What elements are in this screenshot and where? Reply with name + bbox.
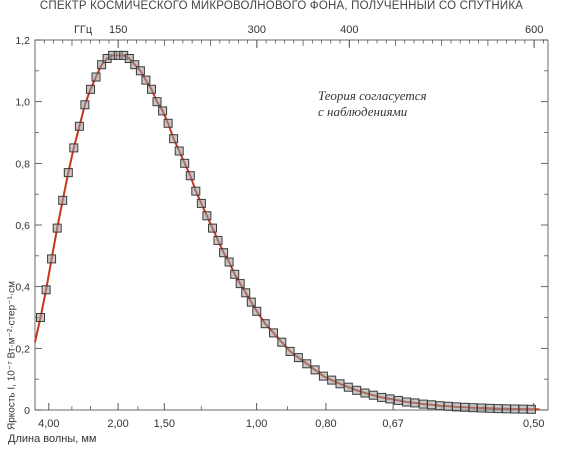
data-point: [41, 285, 51, 295]
data-point: [393, 395, 403, 405]
data-point: [460, 402, 470, 412]
data-point: [213, 235, 223, 245]
data-point: [86, 84, 95, 94]
data-point: [130, 60, 140, 70]
data-point: [58, 195, 68, 205]
data-point: [435, 401, 445, 411]
data-point: [410, 398, 420, 408]
data-point: [230, 269, 240, 279]
y-tick-label: 0,4: [15, 282, 30, 294]
bottom-tick-label: 0,67: [382, 418, 403, 430]
data-point: [493, 404, 503, 414]
data-point: [174, 146, 184, 156]
y-tick-label: 0,6: [15, 220, 30, 232]
data-point: [427, 400, 436, 410]
data-point: [368, 390, 378, 400]
data-point: [310, 365, 320, 375]
data-point: [91, 72, 101, 82]
data-point: [318, 371, 328, 381]
data-point: [163, 118, 173, 128]
data-point: [476, 403, 486, 413]
data-point: [443, 401, 453, 411]
data-point: [269, 328, 278, 338]
data-point: [36, 313, 45, 322]
bottom-tick-label: 1,00: [246, 418, 267, 430]
data-point: [402, 397, 412, 407]
top-axis-unit: ГГц: [74, 24, 93, 36]
x-axis-label: Длина волны, мм: [8, 433, 97, 445]
data-point: [277, 337, 287, 347]
data-point: [135, 66, 145, 76]
data-point: [260, 319, 270, 329]
data-point: [252, 306, 262, 316]
y-tick-label: 0,2: [15, 343, 30, 355]
data-point: [518, 404, 528, 414]
top-tick-label: 150: [109, 24, 127, 36]
data-point: [302, 359, 312, 369]
data-point: [180, 158, 190, 168]
top-tick-label: 300: [248, 24, 266, 36]
data-point: [69, 143, 79, 153]
data-point: [501, 404, 511, 414]
data-point: [74, 121, 84, 131]
data-point: [185, 171, 195, 181]
y-axis-label: Яркость I, 10⁻⁷ Вт·м⁻²·стер⁻¹·см: [6, 281, 18, 430]
bottom-tick-label: 2,00: [107, 418, 128, 430]
annotation-line-1: Теория согласуется: [318, 88, 427, 103]
data-point: [97, 60, 107, 70]
data-point: [169, 134, 179, 144]
data-point: [418, 399, 428, 409]
data-point: [343, 382, 353, 392]
bottom-tick-label: 0,80: [315, 418, 336, 430]
data-point: [452, 402, 461, 412]
bottom-tick-label: 0,50: [523, 418, 544, 430]
data-point: [360, 388, 370, 398]
data-point: [485, 403, 495, 413]
data-point: [158, 106, 168, 116]
data-point: [152, 97, 162, 107]
y-tick-label: 1,2: [15, 35, 30, 47]
data-point: [510, 404, 520, 414]
data-point: [335, 379, 345, 389]
data-point: [47, 254, 57, 264]
data-point: [224, 257, 234, 267]
y-tick-label: 0: [24, 405, 30, 417]
top-tick-label: 400: [340, 24, 358, 36]
data-point: [241, 288, 251, 298]
data-point: [235, 279, 245, 289]
data-point: [63, 168, 73, 178]
data-point: [147, 84, 156, 94]
data-point: [352, 385, 362, 395]
data-point: [80, 100, 90, 110]
data-point: [191, 186, 201, 196]
data-point: [208, 223, 217, 233]
top-tick-label: 600: [525, 24, 543, 36]
data-point: [52, 223, 62, 233]
data-point: [219, 248, 229, 258]
y-tick-label: 1,0: [15, 97, 30, 109]
data-point: [377, 392, 387, 402]
data-point: [202, 211, 212, 221]
data-point: [327, 375, 337, 385]
chart-title: СПЕКТР КОСМИЧЕСКОГО МИКРОВОЛНОВОГО ФОНА,…: [39, 0, 524, 12]
bottom-tick-label: 1,50: [154, 418, 175, 430]
data-point: [285, 346, 295, 356]
data-point: [124, 54, 134, 63]
y-tick-label: 0,8: [15, 158, 30, 170]
annotation-line-2: с наблюдениями: [318, 104, 408, 119]
annotation: Теория согласуется с наблюдениями: [318, 88, 427, 120]
data-point: [385, 394, 395, 404]
bottom-tick-label: 4,00: [38, 418, 59, 430]
data-point: [141, 75, 151, 85]
data-point: [293, 353, 303, 363]
data-point: [246, 297, 256, 307]
data-point: [196, 198, 206, 208]
theory-curve: [34, 54, 540, 411]
data-point: [526, 404, 536, 414]
data-point: [468, 403, 478, 413]
